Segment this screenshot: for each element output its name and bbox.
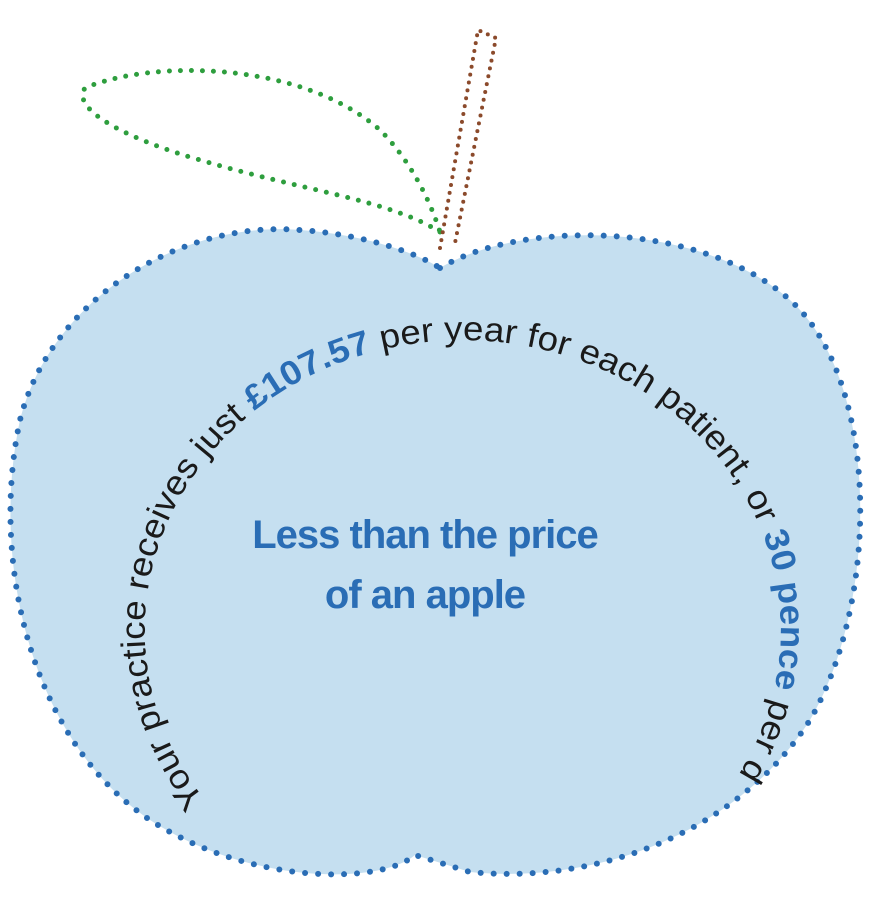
center-line: Less than the price xyxy=(252,513,598,557)
center-line: of an apple xyxy=(325,573,525,617)
leaf xyxy=(83,71,440,232)
stem xyxy=(440,30,496,248)
apple-graphic: Your practice receives just £107.57 per … xyxy=(0,0,873,903)
page: Your practice receives just £107.57 per … xyxy=(0,0,873,903)
